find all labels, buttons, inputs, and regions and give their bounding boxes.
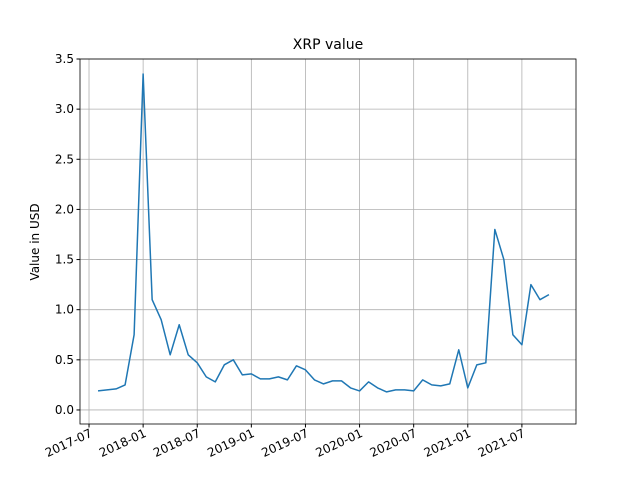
chart-title: XRP value (293, 37, 363, 53)
x-tick-label: 2021-07 (476, 426, 527, 460)
y-tick-label: 0.0 (55, 403, 74, 417)
x-tick-label: 2021-01 (422, 426, 473, 460)
y-tick-label: 1.5 (55, 253, 74, 267)
y-tick-label: 2.0 (55, 202, 74, 216)
y-tick-label: 1.0 (55, 303, 74, 317)
x-tick-label: 2019-07 (259, 426, 310, 460)
x-tick-label: 2019-01 (205, 426, 256, 460)
y-axis-label: Value in USD (28, 203, 42, 280)
y-tick-label: 2.5 (55, 152, 74, 166)
price-line (97, 73, 550, 393)
x-tick-label: 2018-01 (97, 426, 148, 460)
x-tick-label: 2020-07 (368, 426, 419, 460)
x-tick-label: 2020-01 (313, 426, 364, 460)
plot-frame (79, 58, 577, 425)
y-tick-label: 3.0 (55, 102, 74, 116)
y-tick-label: 0.5 (55, 353, 74, 367)
x-tick-label: 2017-07 (43, 426, 94, 460)
x-tick-label: 2018-07 (151, 426, 202, 460)
y-tick-label: 3.5 (55, 52, 74, 66)
